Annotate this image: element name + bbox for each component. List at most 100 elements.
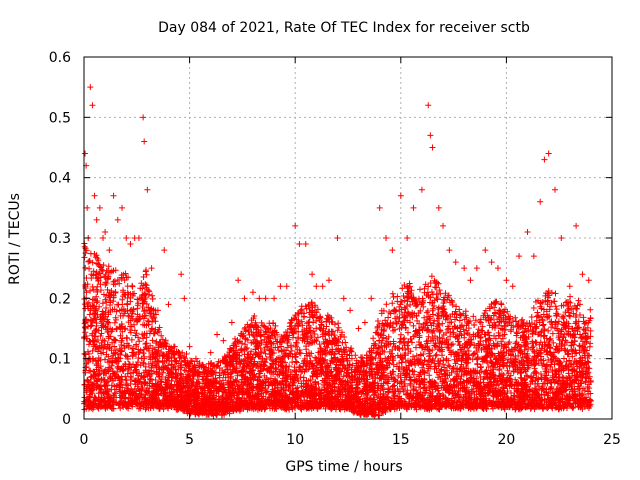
grid-lines [84, 57, 612, 419]
data-point [427, 392, 434, 399]
data-point [540, 321, 547, 328]
data-point [307, 377, 314, 384]
data-point [140, 350, 147, 357]
data-point [435, 374, 442, 381]
data-point [153, 369, 160, 376]
data-point [340, 373, 347, 380]
data-point [384, 320, 391, 327]
data-point [560, 355, 567, 362]
data-point [549, 330, 556, 337]
data-point [472, 397, 479, 404]
data-points [81, 84, 594, 419]
data-point [82, 264, 89, 271]
data-point [129, 283, 136, 290]
data-point [89, 347, 96, 354]
data-point [127, 329, 134, 336]
data-point [371, 379, 378, 386]
data-point [436, 287, 443, 294]
data-point [179, 349, 186, 356]
data-point [296, 363, 303, 370]
data-point [114, 277, 121, 284]
data-point [261, 346, 268, 353]
data-point [389, 290, 396, 297]
data-point [431, 333, 438, 340]
data-point [261, 323, 268, 330]
data-point [405, 293, 412, 300]
data-point [559, 337, 566, 344]
data-point [304, 338, 311, 345]
data-point [98, 350, 105, 357]
data-point [152, 318, 159, 325]
data-point [299, 322, 306, 329]
data-point [463, 365, 470, 372]
data-point [293, 339, 300, 346]
data-point [582, 378, 589, 385]
data-point [385, 314, 392, 321]
data-point [472, 317, 479, 324]
data-point [424, 367, 431, 374]
data-point [433, 351, 440, 358]
data-point [567, 313, 574, 320]
data-point [308, 299, 315, 306]
data-point [471, 321, 478, 328]
data-point [140, 308, 147, 315]
data-point [448, 369, 455, 376]
data-point [154, 329, 161, 336]
data-point [286, 363, 293, 370]
data-point [118, 348, 125, 355]
data-point [380, 386, 387, 393]
data-point [295, 310, 302, 317]
data-point [149, 296, 156, 303]
data-point [438, 366, 445, 373]
data-point [504, 367, 511, 374]
data-point [207, 389, 214, 396]
data-point [430, 311, 437, 318]
data-point [484, 359, 491, 366]
data-point [412, 300, 419, 307]
data-point [470, 350, 477, 357]
data-point [146, 347, 153, 354]
data-point [408, 339, 415, 346]
data-point [331, 332, 338, 339]
data-point [580, 314, 587, 321]
data-point [311, 303, 318, 310]
data-point [392, 377, 399, 384]
data-point [478, 363, 485, 370]
data-point [442, 290, 449, 297]
data-point [181, 367, 188, 374]
data-point [143, 267, 150, 274]
data-point [429, 328, 436, 335]
data-point [168, 378, 175, 385]
data-point [349, 362, 356, 369]
data-point [507, 382, 514, 389]
data-point [147, 342, 154, 349]
data-point [460, 326, 467, 333]
data-point [537, 370, 544, 377]
data-point [324, 344, 331, 351]
data-point [453, 303, 460, 310]
data-point [559, 374, 566, 381]
data-point [85, 299, 92, 306]
data-point [507, 328, 514, 335]
data-point [171, 363, 178, 370]
data-point [93, 260, 100, 267]
data-point [109, 306, 116, 313]
data-point [298, 318, 305, 325]
data-point [545, 327, 552, 334]
data-point [140, 300, 147, 307]
data-point [440, 331, 447, 338]
data-point [399, 285, 406, 292]
data-point [390, 383, 397, 390]
data-point [577, 331, 584, 338]
data-point [127, 298, 134, 305]
data-point [82, 329, 89, 336]
data-point [140, 335, 147, 342]
data-point [428, 273, 435, 280]
data-point [122, 395, 129, 402]
data-point [382, 317, 389, 324]
data-point [419, 345, 426, 352]
data-point [90, 272, 97, 279]
data-point [444, 372, 451, 379]
data-point [82, 316, 89, 323]
data-point [512, 376, 519, 383]
